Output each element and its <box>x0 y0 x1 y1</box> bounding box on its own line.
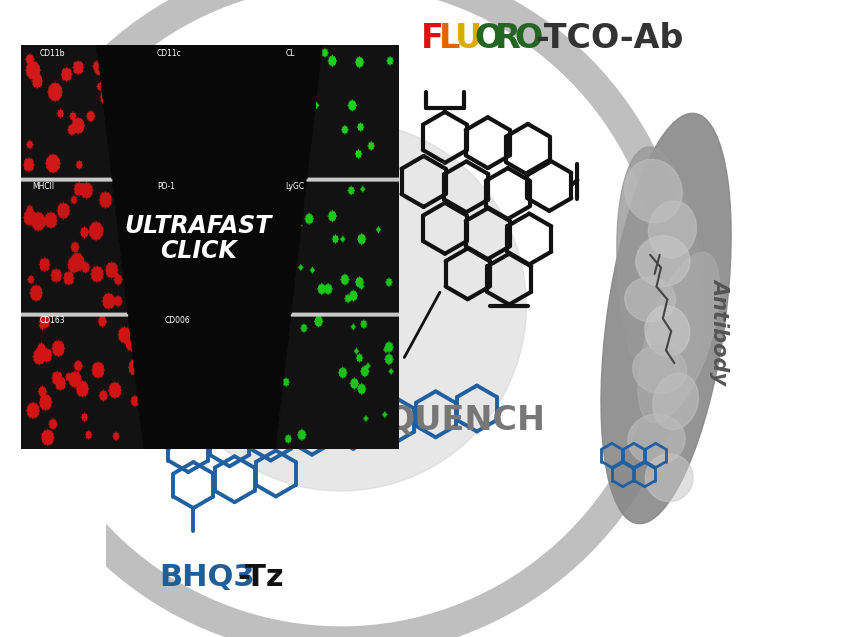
Ellipse shape <box>624 159 682 223</box>
Ellipse shape <box>645 306 689 357</box>
Text: O: O <box>515 22 543 55</box>
Text: R: R <box>495 22 521 55</box>
Text: CD163: CD163 <box>40 315 65 325</box>
Ellipse shape <box>653 373 699 429</box>
Ellipse shape <box>636 236 690 287</box>
Text: BHQ3: BHQ3 <box>159 563 255 592</box>
Text: O: O <box>474 22 503 55</box>
Text: CL: CL <box>285 48 295 57</box>
Ellipse shape <box>649 201 696 258</box>
Ellipse shape <box>645 454 693 502</box>
Ellipse shape <box>616 147 702 413</box>
Ellipse shape <box>638 252 720 423</box>
Text: U: U <box>455 22 483 55</box>
Ellipse shape <box>633 345 687 394</box>
Text: ULTRAFAST
CLICK: ULTRAFAST CLICK <box>125 214 272 263</box>
Text: F: F <box>421 22 444 55</box>
Text: L: L <box>438 22 460 55</box>
Ellipse shape <box>601 113 731 524</box>
Text: CD11c: CD11c <box>157 48 181 57</box>
Text: LyGC: LyGC <box>285 182 304 191</box>
Text: QUENCH: QUENCH <box>386 404 545 437</box>
Text: -TCO-Ab: -TCO-Ab <box>535 22 683 55</box>
Text: CD006: CD006 <box>165 315 190 325</box>
Ellipse shape <box>625 277 676 322</box>
Text: MHCII: MHCII <box>32 182 54 191</box>
Text: Antibody: Antibody <box>711 278 730 384</box>
Text: PD-1: PD-1 <box>157 182 175 191</box>
Text: CD11b: CD11b <box>40 48 65 57</box>
Circle shape <box>156 120 527 491</box>
Ellipse shape <box>628 414 685 465</box>
Text: -Tz: -Tz <box>237 563 284 592</box>
